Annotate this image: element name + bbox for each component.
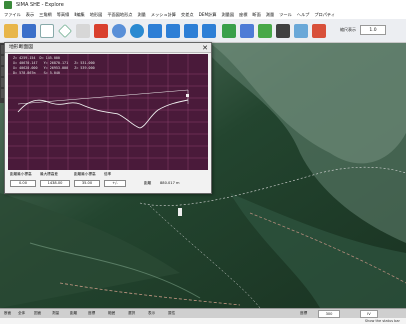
status-item[interactable]: 全体 bbox=[18, 311, 26, 315]
control-field[interactable]: 0.00 bbox=[10, 180, 36, 187]
status-item[interactable]: 図面 bbox=[34, 311, 42, 315]
search-icon[interactable] bbox=[112, 24, 126, 38]
menu-item[interactable]: Ⅱ編集 bbox=[74, 12, 85, 17]
page-icon[interactable] bbox=[40, 24, 54, 38]
tools-icon[interactable] bbox=[94, 24, 108, 38]
grid-icon[interactable] bbox=[276, 24, 290, 38]
menu-item[interactable]: 等高線 bbox=[56, 12, 70, 17]
window-title: SIMA SHE - Explore bbox=[16, 2, 64, 8]
menu-item[interactable]: プロパティ bbox=[314, 12, 336, 17]
menu-item[interactable]: 三角網 bbox=[39, 12, 52, 17]
bottom-hint: Show the status bar bbox=[0, 318, 406, 324]
info-line: X= 40620.000 Y= 26953.000 Z= 539.000 bbox=[13, 66, 95, 70]
title-bar: SIMA SHE - Explore bbox=[0, 0, 406, 10]
info-line: Z= 4259.154 D= 145.000 bbox=[13, 56, 60, 60]
status-item[interactable]: 属性 bbox=[168, 311, 176, 315]
profile-window: 地形断面図 ✕ Z= bbox=[4, 42, 212, 194]
distance-label: 距離 bbox=[144, 181, 152, 185]
toolbar: 縮尺表示 1.0 bbox=[0, 19, 406, 43]
menu-item[interactable]: メッシュ計算 bbox=[150, 12, 176, 17]
info-line: X= 40670.147 Y= 26870.171 Z= 531.000 bbox=[13, 61, 95, 65]
menu-item[interactable]: 座標 bbox=[239, 12, 248, 17]
control-label: 倍率 bbox=[104, 172, 112, 176]
menu-item[interactable]: 表示 bbox=[25, 12, 35, 17]
menu-item[interactable]: ヘルプ bbox=[296, 12, 310, 17]
menu-item[interactable]: 平面図地形点 bbox=[107, 12, 133, 17]
save-icon[interactable] bbox=[22, 24, 36, 38]
control-field[interactable]: +/- bbox=[104, 180, 126, 187]
status-bar: 断面 全体 図面 測量 距離 座標 範囲 選択 表示 属性 座標 300 IV bbox=[0, 308, 406, 318]
arrow-right-icon[interactable] bbox=[202, 24, 216, 38]
status-right-label: 座標 bbox=[300, 311, 308, 315]
info-line: D= 578.867m S= 5.040 bbox=[13, 71, 60, 75]
map-icon[interactable] bbox=[222, 24, 236, 38]
globe-icon[interactable] bbox=[130, 24, 144, 38]
status-item[interactable]: 断面 bbox=[4, 311, 12, 315]
menu-item[interactable]: ツール bbox=[279, 12, 292, 17]
menu-item[interactable]: ファイル bbox=[4, 12, 21, 17]
pen-icon[interactable] bbox=[258, 24, 272, 38]
zoom-label: 縮尺表示 bbox=[340, 27, 356, 32]
cut-icon[interactable] bbox=[76, 24, 90, 38]
menu-bar: ファイル 表示 三角網 等高線 Ⅱ編集 地形図 平面図地形点 測量 メッシュ計算… bbox=[0, 10, 406, 19]
zoom-input[interactable]: 1.0 bbox=[360, 25, 386, 35]
profile-info: Z= 4259.154 D= 145.000 X= 40670.147 Y= 26… bbox=[13, 56, 95, 76]
arrow-left-icon[interactable] bbox=[184, 24, 198, 38]
arrow-up-icon[interactable] bbox=[148, 24, 162, 38]
menu-item[interactable]: 測量図 bbox=[221, 12, 235, 17]
status-item[interactable]: 距離 bbox=[70, 311, 78, 315]
arrow-down-icon[interactable] bbox=[166, 24, 180, 38]
close-icon[interactable]: ✕ bbox=[202, 44, 208, 52]
profile-window-title: 地形断面図 bbox=[9, 45, 33, 50]
status-item[interactable]: 選択 bbox=[128, 311, 136, 315]
menu-item[interactable]: DEM計算 bbox=[198, 12, 217, 17]
control-field[interactable]: 35.00 bbox=[74, 180, 100, 187]
profile-graph bbox=[8, 54, 208, 170]
rocket-icon[interactable] bbox=[312, 24, 326, 38]
status-item[interactable]: 表示 bbox=[148, 311, 156, 315]
status-item[interactable]: 範囲 bbox=[108, 311, 116, 315]
distance-value: 880.017 m bbox=[160, 181, 180, 185]
menu-item[interactable]: 測量 bbox=[137, 12, 146, 17]
control-label: 最大標高差 bbox=[40, 172, 58, 176]
control-label: 距離最小標高 bbox=[74, 172, 96, 176]
menu-item[interactable]: 測量 bbox=[265, 12, 275, 17]
status-item[interactable]: 測量 bbox=[52, 311, 60, 315]
control-field[interactable]: 1438.00 bbox=[40, 180, 70, 187]
diamond-icon[interactable] bbox=[58, 24, 72, 38]
folder-open-icon[interactable] bbox=[4, 24, 18, 38]
app-icon bbox=[4, 1, 12, 9]
status-item[interactable]: 座標 bbox=[88, 311, 96, 315]
bookmark-icon[interactable] bbox=[294, 24, 308, 38]
status-right-field[interactable]: 300 bbox=[318, 310, 340, 318]
bottom-hint-text: Show the status bar bbox=[364, 319, 400, 323]
layer-icon[interactable] bbox=[240, 24, 254, 38]
menu-item[interactable]: 交差点 bbox=[181, 12, 194, 17]
profile-window-titlebar[interactable]: 地形断面図 ✕ bbox=[5, 43, 211, 53]
menu-item[interactable]: 断面 bbox=[252, 12, 261, 17]
profile-plot[interactable]: Z= 4259.154 D= 145.000 X= 40670.147 Y= 26… bbox=[8, 54, 208, 170]
profile-controls: 距離最小標高 0.00 最大標高差 1438.00 距離最小標高 35.00 倍… bbox=[8, 171, 208, 193]
control-label: 距離最小標高 bbox=[10, 172, 32, 176]
status-end-field[interactable]: IV bbox=[360, 310, 378, 318]
menu-item[interactable]: 地形図 bbox=[89, 12, 103, 17]
